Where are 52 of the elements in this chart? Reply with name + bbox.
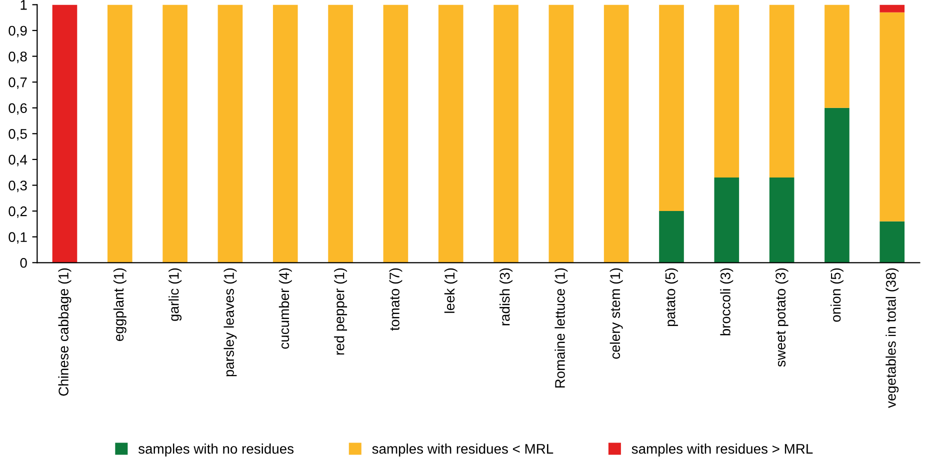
x-tick-label: Romaine lettuce (1) — [554, 268, 568, 388]
bar — [659, 211, 684, 263]
bar — [218, 4, 243, 263]
y-tick-label: 0,4 — [8, 154, 28, 166]
x-tick-label: onion (5) — [830, 268, 844, 322]
x-tick-label: cucumber (4) — [278, 268, 292, 349]
bar — [107, 4, 132, 263]
bar — [659, 4, 684, 212]
x-tick-label: celery stem (1) — [610, 268, 623, 359]
y-tick-label: 0,9 — [8, 26, 27, 38]
bar — [162, 4, 188, 263]
x-tick-label: parsley leaves (1) — [224, 268, 237, 376]
x-tick-label: radish (3) — [500, 268, 512, 326]
legend-label: samples with no residues — [138, 444, 294, 456]
y-tick-label: 0,8 — [8, 52, 27, 64]
x-tick-label: broccoli (3) — [720, 268, 734, 336]
x-tick-label: leek (1) — [444, 268, 458, 313]
bar — [438, 4, 464, 263]
y-tick-label: 0,5 — [8, 129, 27, 140]
y-tick-label: 0,7 — [8, 77, 27, 89]
y-tick-label: 0,1 — [8, 232, 27, 244]
bar — [272, 4, 298, 263]
x-tick-label: garlic (1) — [168, 268, 182, 321]
bar — [880, 221, 905, 263]
x-tick-label: patato (5) — [665, 268, 678, 326]
y-tick-label: 0,2 — [8, 206, 27, 218]
legend-label: samples with residues < MRL — [372, 444, 554, 456]
bar — [824, 4, 850, 108]
y-tick-label: 0,6 — [8, 103, 27, 115]
y-tick-label: 0,3 — [8, 180, 27, 192]
x-tick-label: tomato (7) — [389, 268, 402, 331]
bar — [383, 4, 408, 263]
bar — [604, 4, 629, 263]
x-tick-label: Chinese cabbage (1) — [58, 268, 72, 396]
bar — [880, 12, 905, 222]
bar — [548, 4, 574, 263]
bar — [52, 4, 78, 263]
bar — [714, 4, 740, 178]
bar — [328, 4, 353, 263]
x-tick-label: eggplant (1) — [113, 268, 126, 342]
y-tick-label: 0 — [20, 258, 27, 268]
bar — [769, 4, 794, 178]
bar — [714, 178, 740, 263]
y-tick-label: 1 — [20, 0, 27, 10]
bar — [880, 4, 905, 12]
bar — [494, 4, 518, 263]
bar — [824, 108, 850, 263]
x-tick-label: red pepper (1) — [334, 268, 348, 355]
bar — [769, 178, 794, 263]
legend-label: samples with residues > MRL — [632, 444, 813, 456]
x-tick-label: vegetables in total (38) — [886, 268, 899, 408]
x-tick-label: sweet potato (3) — [775, 268, 788, 367]
